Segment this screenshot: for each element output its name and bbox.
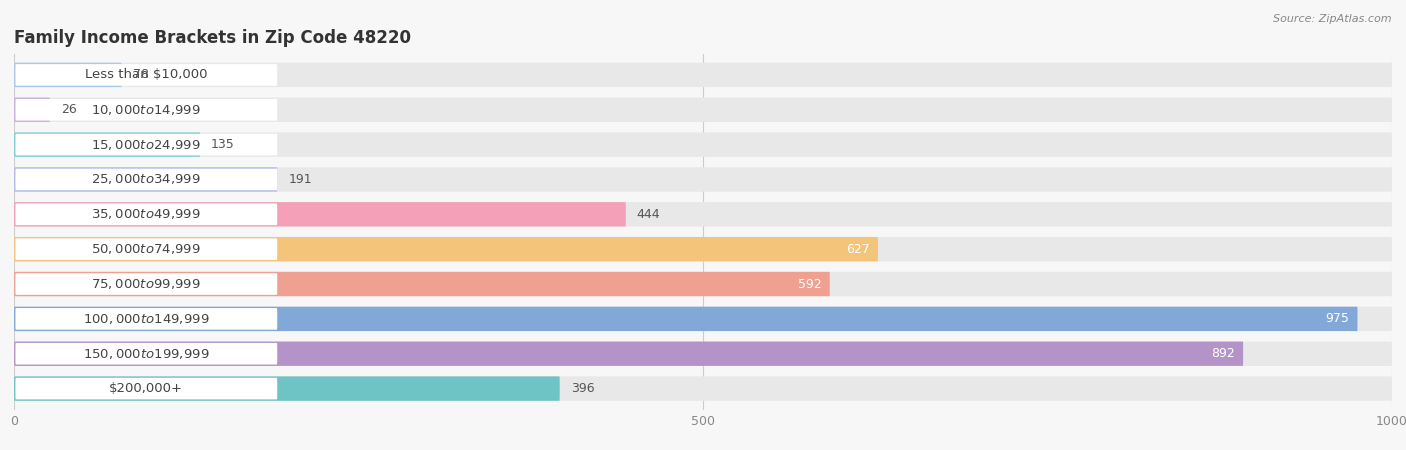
FancyBboxPatch shape <box>14 376 560 401</box>
Text: $75,000 to $99,999: $75,000 to $99,999 <box>91 277 201 291</box>
FancyBboxPatch shape <box>14 98 1392 122</box>
Text: $25,000 to $34,999: $25,000 to $34,999 <box>91 172 201 186</box>
FancyBboxPatch shape <box>14 237 877 261</box>
FancyBboxPatch shape <box>14 237 1392 261</box>
Text: 191: 191 <box>288 173 312 186</box>
Text: 78: 78 <box>132 68 149 81</box>
FancyBboxPatch shape <box>14 307 1392 331</box>
Text: $100,000 to $149,999: $100,000 to $149,999 <box>83 312 209 326</box>
Text: $15,000 to $24,999: $15,000 to $24,999 <box>91 138 201 152</box>
Text: 627: 627 <box>846 243 870 256</box>
FancyBboxPatch shape <box>15 343 277 364</box>
FancyBboxPatch shape <box>15 238 277 260</box>
FancyBboxPatch shape <box>14 202 1392 226</box>
Text: $200,000+: $200,000+ <box>110 382 183 395</box>
FancyBboxPatch shape <box>15 203 277 225</box>
FancyBboxPatch shape <box>14 307 1358 331</box>
FancyBboxPatch shape <box>14 132 1392 157</box>
FancyBboxPatch shape <box>15 308 277 330</box>
FancyBboxPatch shape <box>14 272 1392 296</box>
FancyBboxPatch shape <box>14 342 1243 366</box>
FancyBboxPatch shape <box>15 169 277 190</box>
FancyBboxPatch shape <box>14 63 121 87</box>
Text: 892: 892 <box>1211 347 1234 360</box>
Text: $50,000 to $74,999: $50,000 to $74,999 <box>91 242 201 256</box>
FancyBboxPatch shape <box>14 272 830 296</box>
FancyBboxPatch shape <box>14 63 1392 87</box>
FancyBboxPatch shape <box>14 98 49 122</box>
FancyBboxPatch shape <box>14 342 1392 366</box>
FancyBboxPatch shape <box>15 378 277 400</box>
Text: 396: 396 <box>571 382 595 395</box>
Text: 444: 444 <box>637 208 661 221</box>
Text: $150,000 to $199,999: $150,000 to $199,999 <box>83 347 209 361</box>
Text: 592: 592 <box>797 278 821 291</box>
Text: $10,000 to $14,999: $10,000 to $14,999 <box>91 103 201 117</box>
FancyBboxPatch shape <box>15 273 277 295</box>
FancyBboxPatch shape <box>15 134 277 155</box>
Text: $35,000 to $49,999: $35,000 to $49,999 <box>91 207 201 221</box>
FancyBboxPatch shape <box>15 64 277 86</box>
Text: Family Income Brackets in Zip Code 48220: Family Income Brackets in Zip Code 48220 <box>14 29 411 47</box>
Text: 135: 135 <box>211 138 235 151</box>
Text: 26: 26 <box>60 103 77 116</box>
Text: Less than $10,000: Less than $10,000 <box>86 68 208 81</box>
FancyBboxPatch shape <box>14 202 626 226</box>
Text: Source: ZipAtlas.com: Source: ZipAtlas.com <box>1274 14 1392 23</box>
FancyBboxPatch shape <box>14 132 200 157</box>
FancyBboxPatch shape <box>14 167 1392 192</box>
Text: 975: 975 <box>1326 312 1350 325</box>
FancyBboxPatch shape <box>14 167 277 192</box>
FancyBboxPatch shape <box>15 99 277 121</box>
FancyBboxPatch shape <box>14 376 1392 401</box>
